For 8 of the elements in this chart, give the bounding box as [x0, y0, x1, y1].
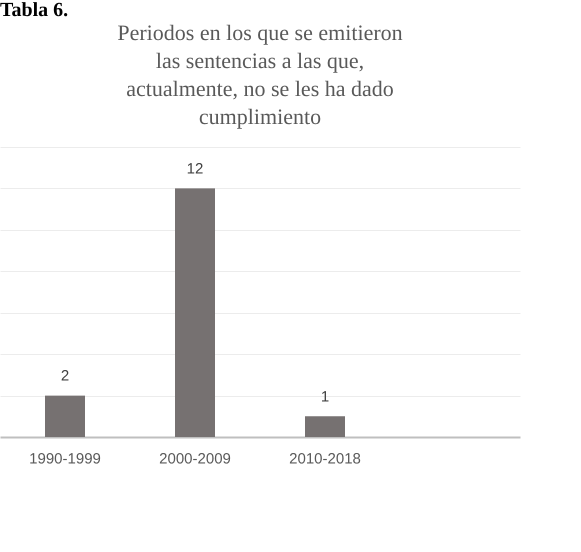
data-label: 1: [320, 388, 330, 406]
data-label: 12: [186, 160, 204, 178]
x-tick-label: 2010-2018: [289, 450, 361, 468]
x-tick-label: 1990-1999: [29, 450, 101, 468]
x-tick-label: 2000-2009: [159, 450, 231, 468]
data-label: 2: [60, 368, 70, 385]
text: Tabla 6.: [0, 0, 68, 21]
chart-title: Periodos en los que se emitieron las sentencias a las que, actualmente, no se les ha dado cumplimiento: [117, 20, 403, 129]
